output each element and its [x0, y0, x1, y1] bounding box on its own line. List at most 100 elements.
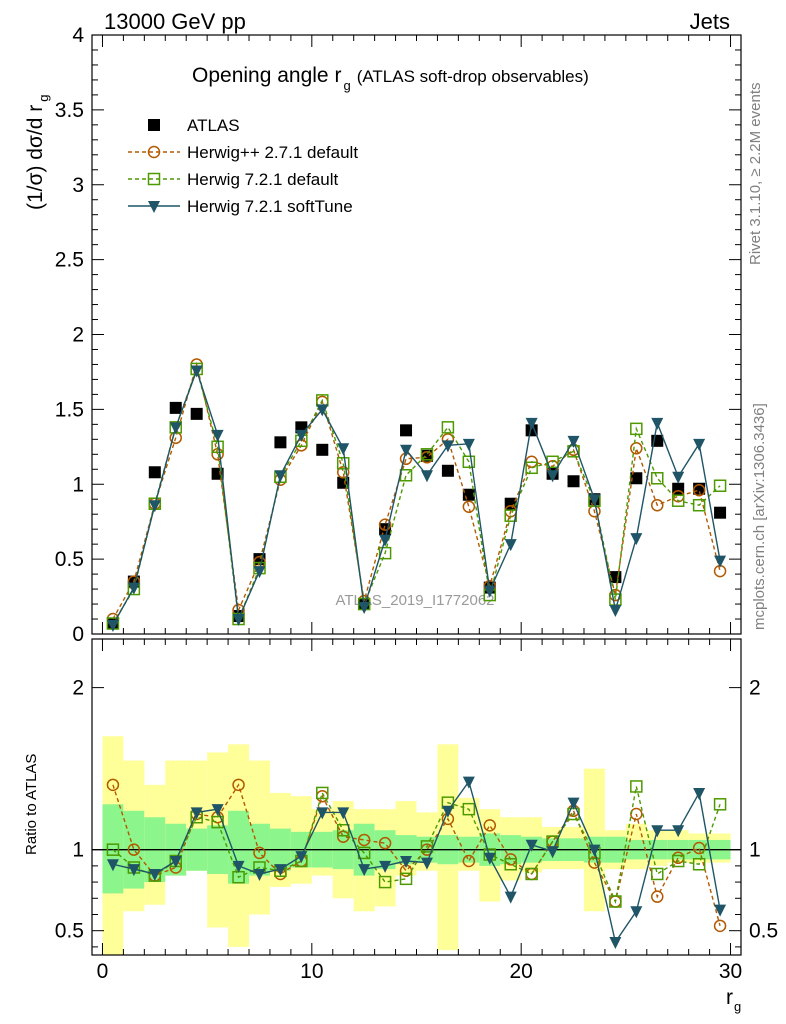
ratio-point [692, 841, 706, 855]
data-point [106, 620, 119, 633]
ratio-point [232, 778, 245, 792]
ratio-point [295, 851, 308, 864]
y-tick-label: 4 [72, 24, 84, 47]
legend: ATLAS Herwig++ 2.7.1 default Herwig 7.2.1 … [128, 116, 358, 216]
ratio-point [148, 868, 161, 881]
data-point [462, 438, 475, 451]
legend-label: ATLAS [187, 116, 240, 135]
y-tick-label: 3 [72, 174, 84, 197]
ratio-line-2 [112, 780, 721, 944]
legend-label: Herwig 7.2.1 default [187, 170, 338, 189]
data-point [400, 424, 413, 437]
ratio-ylabel: Ratio to ATLAS [23, 754, 40, 855]
x-tick-label: 30 [719, 960, 742, 983]
ratio-point [336, 823, 350, 837]
data-point [651, 472, 664, 485]
ratio-point [462, 854, 476, 868]
ratio-point [379, 860, 392, 873]
data-point [692, 483, 706, 497]
ratio-point [106, 778, 120, 792]
x-axis-label-sub: g [734, 999, 741, 1014]
ratio-point [400, 856, 413, 869]
ratio-point [504, 858, 517, 871]
ratio-point [399, 872, 413, 886]
main-title: Opening angle r g (ATLAS soft-drop observa… [192, 64, 589, 93]
ratio-point [462, 802, 476, 816]
data-point [504, 539, 517, 552]
data-point [630, 472, 643, 485]
ratio-point [651, 890, 664, 903]
data-point [232, 614, 245, 627]
ratio-point [106, 843, 120, 856]
ratio-point [609, 937, 622, 950]
data-point [316, 404, 329, 417]
ratio-point [588, 844, 601, 857]
data-point [379, 534, 392, 547]
ratio-point [546, 846, 559, 859]
y-tick-label: 2.5 [55, 249, 84, 272]
ratio-point [420, 840, 434, 853]
data-point [148, 500, 161, 513]
legend-marker [147, 172, 161, 186]
data-point [692, 498, 706, 512]
main-panel: (1/σ) dσ/d rg Opening angle r g (ATLAS sof… [24, 24, 742, 646]
ratio-point [651, 867, 664, 881]
ratio-point [483, 819, 497, 832]
data-point [525, 461, 538, 475]
data-point [441, 440, 454, 453]
data-point [588, 494, 601, 507]
data-point [609, 605, 622, 618]
main-title-rest: (ATLAS soft-drop observables) [357, 67, 589, 86]
ratio-point [483, 852, 496, 865]
ratio-point [714, 904, 727, 917]
y-tick-label-right: 1 [749, 839, 761, 862]
y-tick-label-right: 0.5 [749, 920, 778, 943]
data-point [651, 417, 664, 430]
legend-marker [148, 119, 160, 131]
main-ylabel-text: (1/σ) dσ/d r [24, 105, 47, 210]
ratio-point [378, 875, 392, 889]
main-series [106, 358, 727, 633]
data-point [671, 494, 685, 507]
data-point [441, 464, 454, 477]
series-line-2 [112, 366, 721, 624]
ratio-point [211, 804, 224, 817]
ratio-point [316, 807, 329, 820]
y-tick-label: 1 [72, 839, 84, 862]
data-point [567, 435, 580, 448]
ratio-point [651, 825, 664, 838]
main-title-sub: g [343, 78, 350, 93]
data-point [714, 555, 727, 568]
y-tick-label: 1.5 [55, 398, 84, 421]
data-point [462, 500, 476, 513]
ratio-point [441, 805, 454, 818]
y-tick-label: 0.5 [55, 920, 84, 943]
data-point [316, 443, 329, 456]
data-point [337, 443, 350, 456]
ratio-point [672, 825, 685, 838]
data-point [420, 470, 433, 483]
main-axes: 0 0.5 1 1.5 2 2.5 3 3.5 4 [55, 24, 742, 646]
ratio-point [358, 864, 371, 877]
ratio-point [525, 867, 538, 881]
ratio-point [127, 843, 141, 856]
ratio-point [693, 787, 706, 800]
ratio-point [378, 836, 392, 850]
main-title-text: Opening angle r [192, 64, 341, 87]
series-line-1 [112, 361, 721, 620]
main-ylabel: (1/σ) dσ/d r g [24, 94, 51, 210]
legend-marker [147, 145, 161, 159]
data-point [336, 457, 350, 470]
band-inner-bin [228, 810, 250, 884]
legend-label: Herwig 7.2.1 softTune [187, 197, 353, 216]
ratio-point [106, 859, 119, 872]
data-point [630, 442, 643, 455]
y-tick-label: 3.5 [55, 99, 84, 122]
data-point [148, 466, 161, 479]
series-line-3 [112, 368, 721, 626]
ratio-point [274, 864, 287, 877]
ratio-point [190, 807, 203, 820]
data-point [693, 438, 706, 451]
header-left: 13000 GeV pp [104, 9, 246, 34]
